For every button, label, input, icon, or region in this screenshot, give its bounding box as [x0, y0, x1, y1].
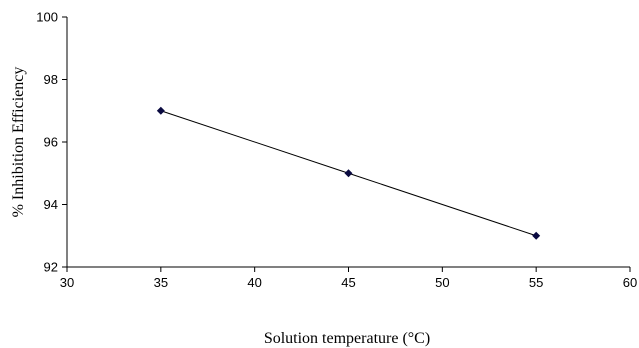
x-tick-label: 35 — [154, 275, 168, 290]
axes — [62, 16, 631, 272]
y-tick-label: 100 — [36, 10, 58, 25]
y-tick-label: 98 — [44, 72, 58, 87]
x-tick-label: 60 — [623, 275, 637, 290]
y-tick-label: 96 — [44, 135, 58, 150]
x-axis-label: Solution temperature (°C) — [264, 330, 430, 347]
plot-area — [156, 106, 541, 240]
tick-labels: 30 35 40 45 50 55 60 92 94 96 98 100 — [36, 10, 637, 291]
x-tick-label: 50 — [435, 275, 449, 290]
x-tick-label: 40 — [247, 275, 261, 290]
y-tick-label: 92 — [44, 260, 58, 275]
x-tick-label: 30 — [60, 275, 74, 290]
data-point — [156, 106, 165, 115]
x-tick-label: 55 — [529, 275, 543, 290]
data-point — [532, 231, 541, 240]
y-axis-label: % Inhibition Efficiency — [10, 67, 27, 218]
data-point — [344, 169, 353, 178]
x-tick-label: 45 — [341, 275, 355, 290]
y-tick-label: 94 — [44, 197, 58, 212]
